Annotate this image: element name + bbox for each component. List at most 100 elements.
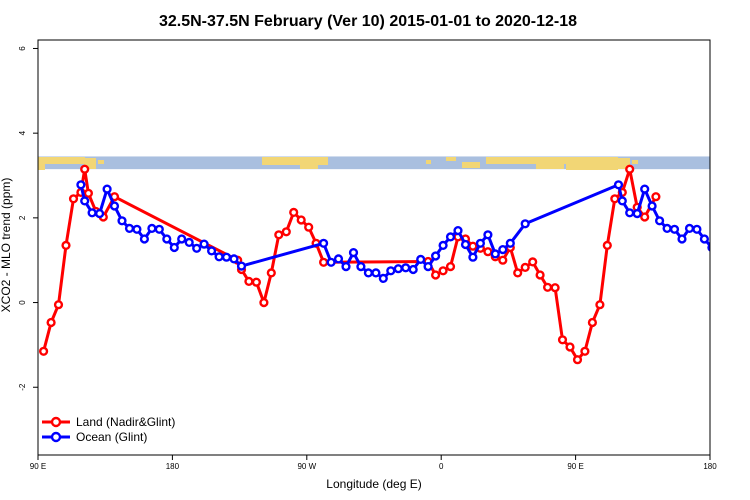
ocean-point bbox=[654, 216, 665, 226]
ocean-point bbox=[445, 232, 456, 242]
ocean-point bbox=[520, 219, 530, 229]
land-series bbox=[38, 164, 661, 365]
ocean-point bbox=[684, 223, 695, 234]
ocean-point bbox=[613, 180, 624, 190]
land-point bbox=[595, 300, 605, 310]
y-tick-label: -2 bbox=[18, 383, 27, 391]
ocean-point bbox=[460, 239, 471, 250]
ocean-point bbox=[214, 252, 224, 262]
land-band-patch bbox=[446, 157, 456, 161]
ocean-point bbox=[475, 238, 486, 248]
y-axis-label: XCO2 - MLO trend (ppm) bbox=[0, 178, 13, 313]
land-point bbox=[68, 194, 79, 204]
land-point bbox=[319, 257, 329, 267]
ocean-point bbox=[505, 238, 515, 248]
ocean-point bbox=[139, 234, 150, 244]
ocean-point bbox=[132, 224, 142, 234]
legend-ocean-label: Ocean (Glint) bbox=[76, 430, 147, 444]
land-band-patch bbox=[300, 164, 318, 169]
land-band-patch bbox=[618, 158, 630, 169]
legend-land-label: Land (Nadir&Glint) bbox=[76, 415, 175, 429]
land-point bbox=[53, 300, 64, 310]
ocean-point bbox=[640, 184, 650, 194]
ocean-point bbox=[124, 223, 135, 234]
land-point bbox=[483, 247, 493, 257]
ocean-point bbox=[468, 252, 478, 262]
land-band-patch bbox=[632, 160, 638, 164]
ocean-point bbox=[102, 184, 112, 194]
ocean-point bbox=[94, 209, 105, 219]
ocean-point bbox=[319, 238, 329, 248]
ocean-point bbox=[371, 268, 381, 278]
land-point bbox=[259, 298, 269, 308]
ocean-point bbox=[647, 201, 657, 211]
land-point bbox=[296, 215, 306, 225]
ocean-point bbox=[662, 223, 672, 234]
ocean-point bbox=[625, 208, 635, 218]
land-band bbox=[38, 156, 710, 170]
ocean-point bbox=[483, 230, 493, 240]
land-band-patch bbox=[566, 157, 618, 170]
y-axis: -2 0 2 4 6 bbox=[18, 46, 38, 391]
ocean-point bbox=[498, 245, 508, 255]
x-tick-label: 180 bbox=[166, 462, 180, 471]
legend: Land (Nadir&Glint)Ocean (Glint) bbox=[42, 415, 175, 444]
ocean-point bbox=[207, 246, 217, 256]
y-tick-label: 0 bbox=[18, 300, 27, 305]
ocean-point bbox=[386, 266, 396, 276]
land-band-land bbox=[38, 157, 638, 170]
x-axis-label: Longitude (deg E) bbox=[326, 477, 421, 491]
land-point bbox=[565, 342, 575, 352]
x-tick-label: 0 bbox=[439, 462, 444, 471]
land-point bbox=[535, 270, 545, 280]
land-point bbox=[528, 257, 538, 267]
land-band-patch bbox=[45, 157, 85, 164]
land-point bbox=[651, 192, 661, 202]
land-point bbox=[587, 317, 598, 328]
ocean-point bbox=[147, 223, 157, 234]
land-point bbox=[468, 241, 478, 251]
ocean-point bbox=[192, 243, 202, 253]
ocean-point bbox=[438, 240, 448, 251]
land-point bbox=[640, 212, 650, 222]
land-band-patch bbox=[38, 157, 45, 170]
y-tick-label: 6 bbox=[18, 46, 27, 51]
land-point bbox=[61, 240, 71, 251]
ocean-point bbox=[393, 264, 403, 274]
ocean-point bbox=[416, 254, 426, 265]
ocean-point bbox=[76, 180, 86, 190]
land-point bbox=[498, 255, 508, 265]
ocean-point bbox=[408, 264, 418, 275]
land-point bbox=[542, 282, 553, 292]
ocean-point bbox=[177, 234, 187, 244]
land-point bbox=[438, 266, 448, 276]
ocean-point bbox=[490, 249, 500, 259]
land-point bbox=[38, 346, 49, 356]
land-point bbox=[580, 346, 590, 356]
ocean-point bbox=[221, 252, 232, 262]
ocean-point bbox=[236, 261, 247, 271]
land-band-patch bbox=[462, 162, 480, 168]
legend-land-marker bbox=[50, 416, 62, 428]
y-tick-label: 4 bbox=[18, 130, 27, 135]
ocean-point bbox=[80, 196, 90, 206]
ocean-point bbox=[453, 226, 463, 236]
ocean-point bbox=[677, 234, 687, 244]
ocean-point bbox=[363, 268, 374, 278]
land-band-patch bbox=[536, 164, 564, 169]
land-point bbox=[251, 277, 262, 287]
ocean-point bbox=[356, 262, 366, 272]
ocean-point bbox=[617, 196, 627, 206]
land-band-patch bbox=[98, 160, 104, 164]
series-clipped bbox=[38, 164, 710, 365]
land-band-patch bbox=[262, 157, 328, 165]
y-tick-label: 2 bbox=[18, 215, 27, 220]
x-tick-label: 90 W bbox=[297, 462, 316, 471]
ocean-point bbox=[326, 257, 336, 267]
series-layer bbox=[38, 164, 710, 365]
ocean-point bbox=[341, 262, 351, 272]
ocean-point bbox=[109, 201, 120, 211]
land-point bbox=[625, 164, 635, 174]
land-band-patch bbox=[486, 157, 566, 164]
plot-frame bbox=[37, 39, 711, 456]
